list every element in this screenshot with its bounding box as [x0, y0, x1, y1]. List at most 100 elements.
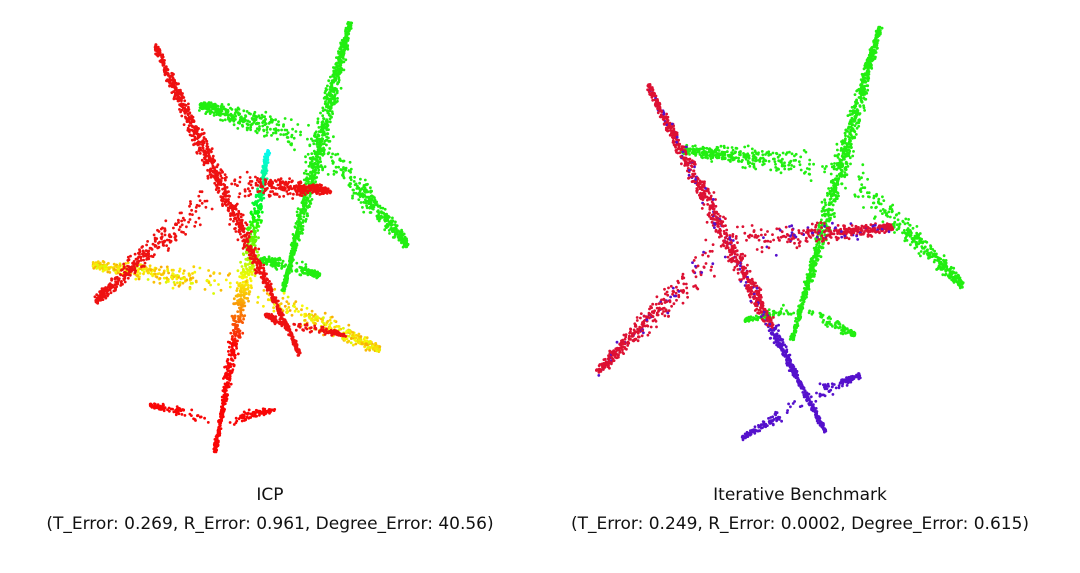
point: [330, 85, 334, 89]
point: [240, 271, 243, 275]
point: [245, 297, 249, 300]
point: [197, 194, 201, 198]
point: [246, 231, 250, 235]
point: [313, 161, 317, 165]
point: [241, 213, 245, 217]
point: [240, 419, 244, 423]
point: [228, 223, 232, 226]
point: [359, 335, 363, 338]
point: [351, 333, 355, 337]
point: [182, 123, 186, 126]
point: [176, 281, 179, 285]
point: [256, 250, 259, 254]
point: [309, 170, 313, 174]
point: [325, 143, 328, 147]
point: [227, 201, 231, 205]
point: [311, 169, 315, 173]
point: [265, 161, 269, 164]
point: [120, 280, 123, 283]
point: [253, 244, 257, 248]
point: [233, 302, 237, 306]
point: [158, 281, 162, 285]
point: [174, 91, 178, 95]
point: [180, 413, 184, 416]
point: [173, 233, 177, 236]
point: [278, 182, 282, 186]
point: [109, 291, 113, 295]
point: [305, 176, 309, 180]
point: [265, 262, 269, 266]
point: [362, 185, 366, 189]
point: [265, 289, 269, 292]
point: [178, 225, 182, 229]
point: [346, 36, 350, 40]
point: [241, 267, 245, 271]
point: [252, 257, 255, 261]
point: [181, 281, 185, 285]
point: [318, 138, 322, 142]
point: [310, 173, 314, 177]
point: [291, 233, 295, 236]
point: [198, 109, 201, 112]
point: [228, 285, 232, 289]
point: [302, 171, 306, 175]
point: [238, 298, 241, 302]
point: [313, 189, 317, 193]
point: [326, 152, 330, 156]
point: [233, 213, 237, 217]
point: [292, 302, 296, 306]
point: [157, 241, 160, 245]
point: [310, 163, 314, 167]
point: [235, 323, 238, 327]
point: [168, 409, 171, 413]
point: [200, 128, 204, 132]
point: [304, 155, 307, 159]
point: [328, 120, 332, 124]
point: [187, 102, 190, 106]
point: [368, 348, 371, 352]
point: [391, 236, 395, 239]
point: [269, 286, 272, 290]
point: [305, 314, 308, 317]
point: [134, 277, 138, 281]
point: [165, 265, 169, 269]
point: [168, 81, 172, 85]
point: [313, 321, 317, 325]
point: [186, 117, 190, 120]
point: [255, 204, 259, 207]
point: [215, 104, 219, 107]
point: [194, 125, 198, 129]
point: [323, 133, 327, 137]
point: [294, 130, 298, 133]
point: [336, 152, 340, 156]
point: [263, 271, 266, 275]
point: [154, 244, 158, 248]
point: [164, 219, 168, 223]
point: [327, 98, 331, 101]
point: [370, 189, 373, 193]
point: [326, 84, 329, 88]
point: [206, 149, 210, 153]
point: [264, 110, 268, 114]
point: [359, 201, 363, 204]
point: [293, 305, 296, 308]
point: [233, 330, 236, 333]
point: [245, 237, 249, 240]
point: [274, 130, 278, 133]
point: [200, 158, 204, 162]
point: [242, 109, 246, 113]
point: [222, 377, 225, 380]
point: [232, 363, 236, 367]
point: [368, 206, 372, 210]
point: [195, 203, 199, 207]
point: [394, 220, 397, 224]
point: [152, 233, 156, 237]
point: [291, 340, 295, 344]
point: [315, 318, 319, 322]
point: [272, 192, 276, 196]
point: [227, 103, 231, 106]
point: [266, 314, 270, 318]
point: [325, 118, 329, 122]
point: [298, 189, 302, 193]
point: [275, 193, 279, 196]
